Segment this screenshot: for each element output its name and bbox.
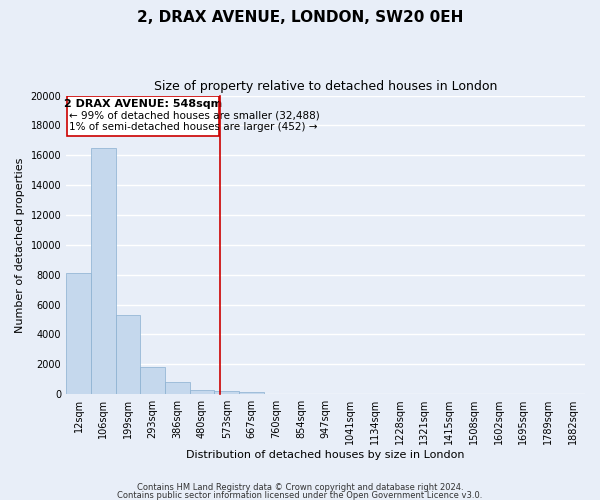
Bar [116, 315, 140, 394]
Bar [91, 148, 116, 394]
Bar [214, 391, 239, 394]
Text: Contains HM Land Registry data © Crown copyright and database right 2024.: Contains HM Land Registry data © Crown c… [137, 484, 463, 492]
FancyBboxPatch shape [67, 96, 219, 136]
Text: 1% of semi-detached houses are larger (452) →: 1% of semi-detached houses are larger (4… [68, 122, 317, 132]
Text: 2 DRAX AVENUE: 548sqm: 2 DRAX AVENUE: 548sqm [64, 100, 222, 110]
Text: ← 99% of detached houses are smaller (32,488): ← 99% of detached houses are smaller (32… [68, 110, 319, 120]
Title: Size of property relative to detached houses in London: Size of property relative to detached ho… [154, 80, 497, 93]
X-axis label: Distribution of detached houses by size in London: Distribution of detached houses by size … [187, 450, 465, 460]
Text: Contains public sector information licensed under the Open Government Licence v3: Contains public sector information licen… [118, 490, 482, 500]
Bar [66, 273, 91, 394]
Bar [190, 390, 214, 394]
Bar [165, 382, 190, 394]
Text: 2, DRAX AVENUE, LONDON, SW20 0EH: 2, DRAX AVENUE, LONDON, SW20 0EH [137, 10, 463, 25]
Y-axis label: Number of detached properties: Number of detached properties [15, 157, 25, 332]
Bar [140, 367, 165, 394]
Bar [239, 392, 264, 394]
